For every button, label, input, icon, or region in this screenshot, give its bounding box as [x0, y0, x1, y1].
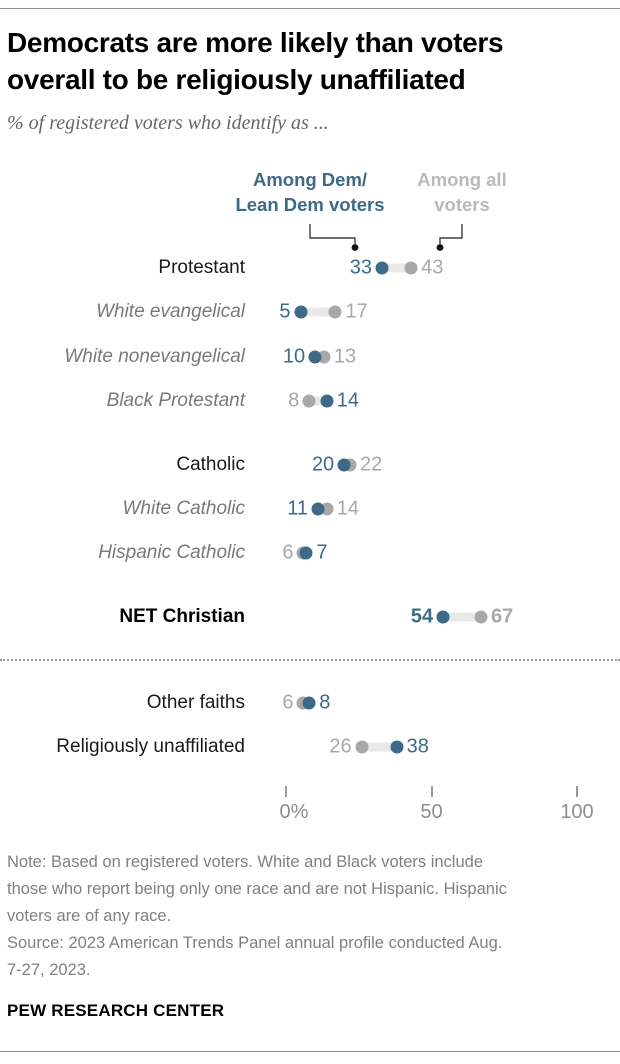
- legend-dem-line1: Among Dem/: [252, 169, 368, 190]
- chart-title-line2: overall to be religiously unaffiliated: [7, 64, 466, 95]
- dem-value-label: 20: [311, 453, 335, 476]
- legend-callout-left-dot: [351, 244, 359, 251]
- legend-callout-left: [309, 224, 356, 244]
- category-label: Religiously unaffiliated: [56, 736, 245, 757]
- bottom-rule: [0, 1051, 620, 1052]
- category-label: White nonevangelical: [64, 346, 245, 367]
- category-row: Other faiths 6 8: [0, 689, 620, 717]
- category-label: Hispanic Catholic: [98, 542, 245, 563]
- legend-callout-right-dot: [436, 244, 444, 251]
- all-value-label: 6: [282, 691, 294, 714]
- category-label: White Catholic: [122, 498, 246, 519]
- category-label: NET Christian: [119, 606, 245, 627]
- legend-all-voters: Among all voters: [417, 167, 506, 217]
- dem-voters-dot: [294, 305, 308, 319]
- pew-research-center-logo: PEW RESEARCH CENTER: [7, 1001, 225, 1020]
- dem-value-label: 38: [406, 735, 429, 758]
- all-value-label: 14: [336, 497, 359, 520]
- all-value-label: 43: [421, 256, 444, 279]
- all-voters-dot: [474, 610, 488, 624]
- legend-dem-voters: Among Dem/ Lean Dem voters: [235, 167, 384, 217]
- category-row: Hispanic Catholic 6 7: [0, 539, 620, 567]
- dem-voters-dot: [375, 261, 389, 275]
- dem-voters-dot: [308, 350, 322, 364]
- top-rule: [0, 8, 620, 9]
- note-text: voters are of any race.: [7, 907, 172, 925]
- connector-bar: [382, 263, 412, 273]
- dem-voters-dot: [311, 502, 325, 516]
- category-row: White evangelical 5 17: [0, 298, 620, 326]
- all-value-label: 22: [360, 453, 383, 476]
- all-voters-dot: [328, 305, 342, 319]
- category-label: Other faiths: [146, 692, 245, 713]
- category-row: Religiously unaffiliated 26 38: [0, 733, 620, 761]
- connector-bar: [300, 307, 336, 317]
- category-label: Protestant: [158, 257, 245, 278]
- dem-value-label: 8: [319, 691, 331, 714]
- dem-voters-dot: [337, 458, 351, 472]
- connector-bar: [361, 742, 397, 752]
- axis-tick: [576, 786, 578, 797]
- category-row: Protestant 33 43: [0, 254, 620, 282]
- axis-tick-label: 50: [420, 801, 443, 823]
- all-voters-dot: [404, 261, 418, 275]
- dem-value-label: 14: [336, 389, 359, 412]
- all-value-label: 26: [329, 735, 352, 758]
- dem-value-label: 11: [287, 497, 308, 520]
- note-text: Note: Based on registered voters. White …: [7, 853, 483, 871]
- dem-value-label: 10: [282, 345, 306, 368]
- chart-title: Democrats are more likely than voters ov…: [7, 24, 613, 98]
- note-text: those who report being only one race and…: [7, 880, 507, 898]
- dem-value-label: 33: [349, 256, 373, 279]
- dem-voters-dot: [302, 696, 316, 710]
- dem-voters-dot: [390, 740, 404, 754]
- dem-voters-dot: [436, 610, 450, 624]
- legend-callout-right: [439, 224, 463, 244]
- legend-dem-line2: Lean Dem voters: [235, 194, 385, 215]
- source-text: 7-27, 2023.: [7, 961, 91, 979]
- category-row: Catholic 20 22: [0, 451, 620, 479]
- chart-footer: Note: Based on registered voters. White …: [7, 849, 615, 1021]
- category-label: Catholic: [176, 454, 245, 475]
- all-voters-dot: [355, 740, 369, 754]
- dem-voters-dot: [299, 546, 313, 560]
- axis-tick-label: 0%: [279, 801, 309, 823]
- legend-callout-lines: [309, 224, 463, 251]
- dem-value-label: 5: [279, 300, 291, 323]
- category-row: White nonevangelical 10 13: [0, 343, 620, 371]
- legend-all-line2: voters: [434, 194, 490, 215]
- all-voters-dot: [302, 394, 316, 408]
- section-divider-dotted: [0, 659, 620, 661]
- all-value-label: 6: [282, 541, 294, 564]
- all-value-label: 8: [288, 389, 300, 412]
- all-value-label: 13: [333, 345, 357, 368]
- all-value-label: 67: [490, 605, 514, 628]
- axis-tick: [430, 786, 433, 797]
- category-label: Black Protestant: [106, 390, 245, 411]
- dem-voters-dot: [320, 394, 334, 408]
- category-row: White Catholic 11 14: [0, 495, 620, 523]
- dem-value-label: 7: [316, 541, 328, 564]
- category-label: White evangelical: [96, 301, 245, 322]
- legend-all-line1: Among all: [417, 169, 507, 190]
- category-row: Black Protestant 8 14: [0, 387, 620, 415]
- all-value-label: 17: [345, 300, 368, 323]
- dem-value-label: 54: [410, 605, 434, 628]
- axis-tick: [285, 786, 287, 797]
- axis-tick-label: 100: [560, 801, 594, 823]
- chart-subtitle: % of registered voters who identify as .…: [7, 112, 329, 134]
- connector-bar: [443, 612, 481, 622]
- connector-bar: [309, 396, 327, 406]
- source-text: Source: 2023 American Trends Panel annua…: [7, 934, 503, 952]
- category-row: NET Christian 54 67: [0, 603, 620, 631]
- chart-title-line1: Democrats are more likely than voters: [7, 27, 504, 58]
